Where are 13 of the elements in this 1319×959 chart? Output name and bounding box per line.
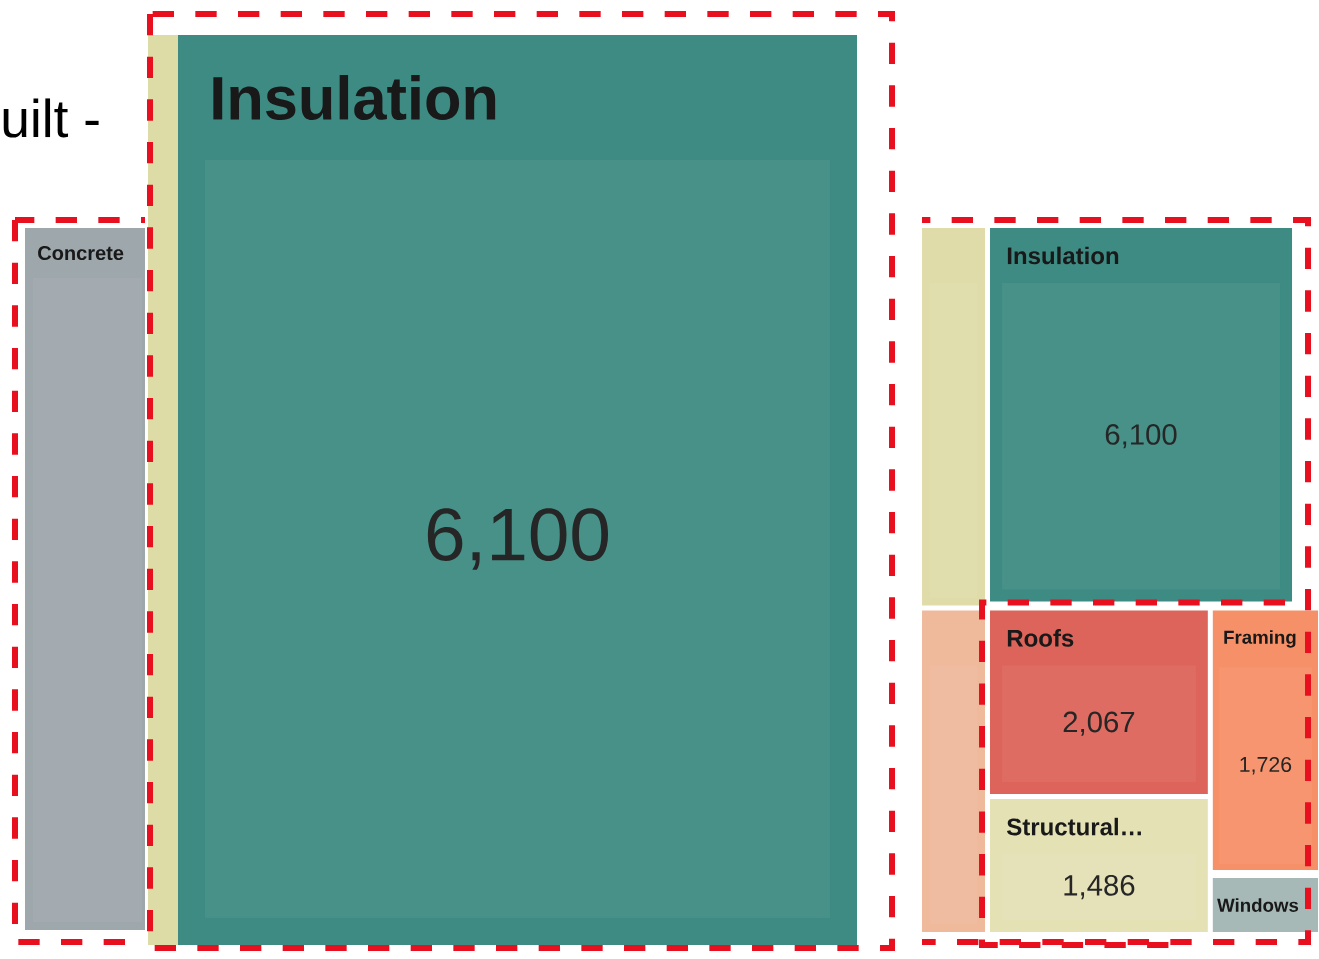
category-label: Concrete <box>38 245 124 261</box>
data-label: 2,067 <box>1063 711 1135 736</box>
category-label: Windows <box>1217 898 1299 912</box>
data-label: 6,100 <box>427 508 609 570</box>
category-label: Structural… <box>1006 817 1141 836</box>
text: uilt - <box>3 98 99 138</box>
category-label: Insulation <box>1007 246 1119 265</box>
category-label: Framing <box>1224 630 1296 648</box>
category-label: Insulation <box>213 74 496 121</box>
category-label: Roofs <box>1007 629 1074 647</box>
data-label: 1,726 <box>1240 756 1292 775</box>
data-label: 6,100 <box>1105 424 1177 449</box>
data-label: 1,486 <box>1064 874 1135 900</box>
